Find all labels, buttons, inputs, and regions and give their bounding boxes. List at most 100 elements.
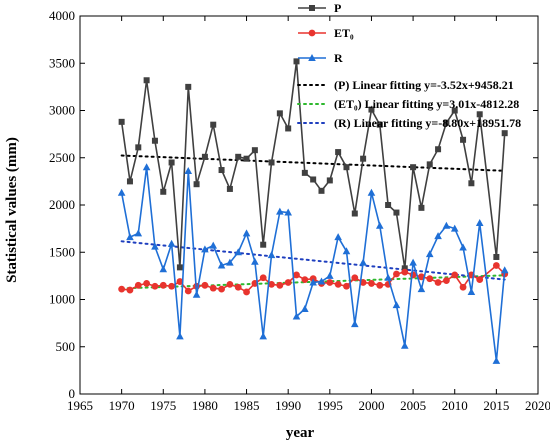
data-point [326,271,334,279]
data-point [276,110,283,117]
data-point [418,204,425,211]
data-point [243,288,250,296]
data-point [343,282,350,290]
data-point [142,163,151,171]
data-point [376,281,384,289]
data-point [151,242,159,250]
data-point [443,277,450,284]
data-point [126,178,133,185]
data-point [217,261,226,269]
data-point [268,159,275,166]
data-point [392,301,401,309]
data-point [134,229,143,237]
data-point [318,187,325,194]
data-point [159,265,168,273]
series-line [120,167,506,361]
data-point [335,149,342,156]
data-point [435,146,442,153]
data-point [168,159,175,166]
legend-label: P [334,1,341,15]
data-point [426,275,434,283]
x-tick-label: 1970 [109,398,135,413]
data-point [284,208,292,216]
fit-line [120,154,506,172]
data-point [393,270,400,278]
data-point [185,83,192,90]
data-point [367,188,376,196]
x-tick-label: 1990 [275,398,301,413]
series-line [120,61,506,269]
data-point [151,137,158,144]
y-tick-label: 0 [69,386,76,401]
data-point [409,258,417,266]
data-point [417,285,426,293]
data-point [368,280,375,287]
data-point [317,277,326,285]
data-point [251,257,259,265]
data-point [176,264,183,271]
data-point [401,265,408,272]
y-tick-label: 1500 [49,244,75,259]
y-tick-label: 2500 [49,150,75,165]
data-point [293,271,300,279]
data-point [426,161,433,168]
data-point [267,251,276,259]
data-point [360,155,367,162]
data-point [451,107,458,114]
series-line [121,264,506,293]
legend: P ET₀ R (P) Linear fitting y=-3.52x+9458.21… [297,1,521,130]
data-point [160,188,167,195]
data-point [168,282,176,290]
legend-label: R [334,51,343,65]
data-point [334,233,342,241]
data-point [201,153,208,160]
data-point [442,221,451,229]
data-point [209,284,217,292]
data-point [475,218,484,226]
data-point [184,166,193,174]
data-point [226,185,233,192]
data-point [126,233,134,241]
y-tick-label: 500 [56,339,76,354]
data-point [134,281,142,289]
series-triangle [117,163,509,364]
series-layer [117,58,509,364]
data-point [476,276,484,284]
data-point [218,285,225,293]
data-point [459,243,467,251]
x-tick-label: 1995 [317,398,343,413]
data-point [118,285,126,293]
x-tick-label: 1980 [192,398,218,413]
data-point [368,106,375,113]
data-point [342,247,351,255]
data-point [143,280,151,287]
data-point [226,280,234,288]
data-point [301,304,309,312]
data-point [376,121,383,128]
data-point [218,167,225,174]
data-point [385,202,392,208]
data-point [260,241,267,248]
data-point [459,283,467,291]
data-point [192,290,201,298]
data-point [135,144,142,151]
data-point [243,155,250,162]
data-point [351,320,359,328]
data-point [251,147,258,154]
data-point [410,164,417,171]
data-point [460,136,467,143]
fit-line [120,240,506,281]
data-point [226,258,234,266]
data-point [234,283,242,291]
data-point [476,111,483,118]
data-point [309,278,317,286]
x-tick-label: 2010 [442,398,468,413]
data-point [468,180,475,187]
data-point [384,273,392,281]
y-tick-label: 3500 [49,55,75,70]
data-point [334,280,342,288]
data-point [176,332,184,340]
data-point [210,121,217,128]
x-tick-label: 2005 [400,398,426,413]
